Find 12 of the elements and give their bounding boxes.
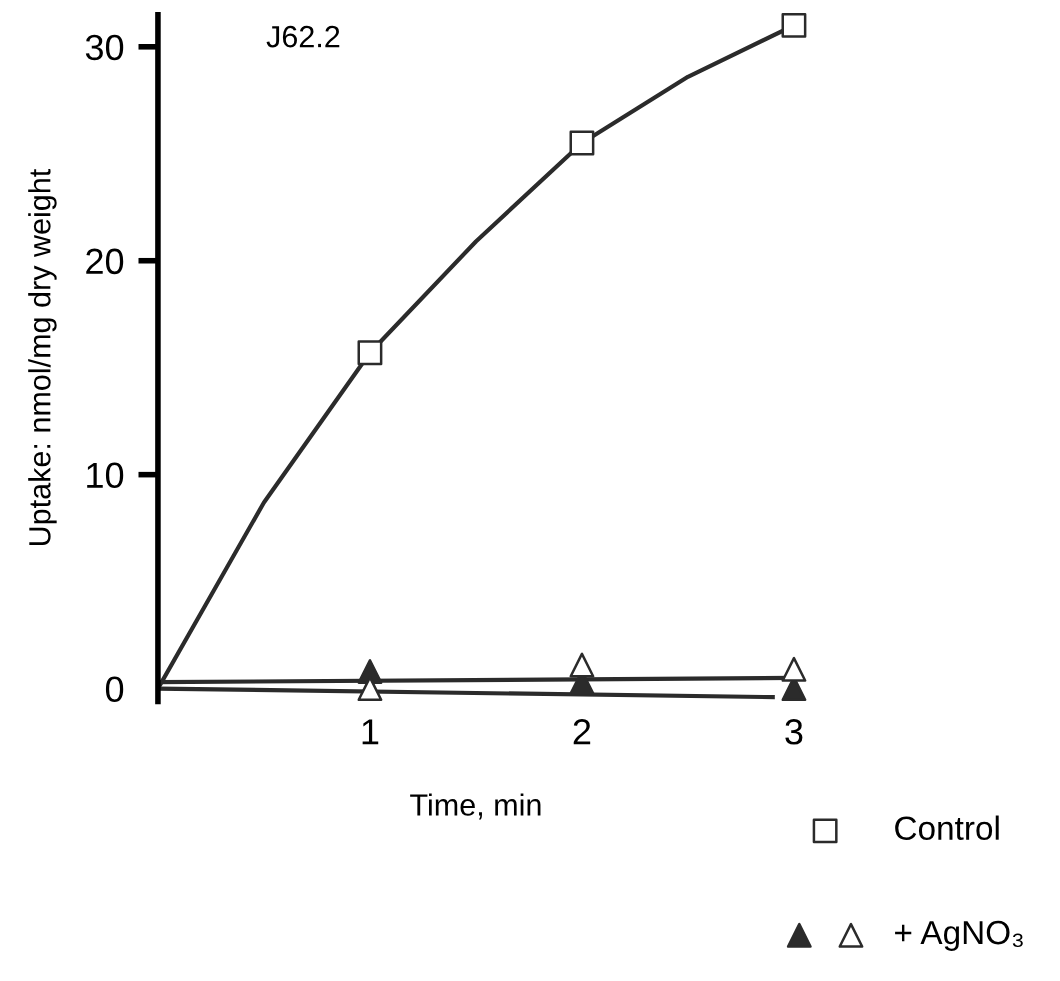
x-tick-label: 3: [785, 719, 803, 745]
y-tick-label: 30: [85, 34, 124, 61]
x-tick-label: 1: [362, 719, 379, 745]
x-axis-title: Time, min: [410, 793, 541, 820]
legend-label: + AgNO₃: [895, 920, 1023, 951]
annotation: J62.2: [266, 25, 340, 48]
x-tick-label: 2: [573, 719, 591, 745]
y-axis-title: Uptake: nmol/mg dry weight: [28, 168, 57, 546]
y-tick-label: 10: [87, 462, 124, 489]
y-tick-label: 20: [86, 248, 124, 275]
y-tick-label: 0: [105, 676, 124, 703]
legend-label: Control: [895, 815, 999, 841]
